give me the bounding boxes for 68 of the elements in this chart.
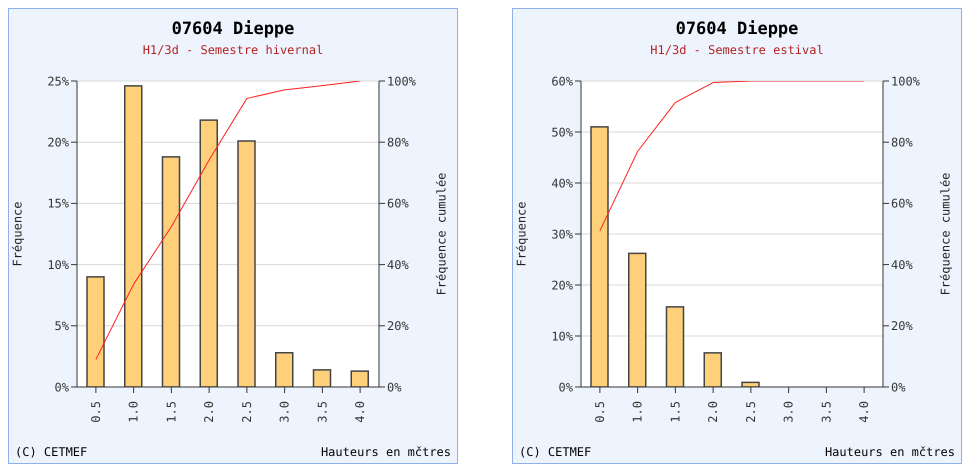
bar [275,352,294,387]
y-axis-title: Fréquence [514,201,528,267]
x-tick-label: 0.5 [88,401,103,423]
y-tick-label: 60% [551,74,574,88]
bar [200,119,218,387]
bar [666,306,684,387]
bar [312,369,332,387]
x-tick-label: 4.0 [353,401,368,423]
y-tick-label: 0% [54,380,70,394]
bar [590,126,609,387]
chart-subtitle: H1/3d - Semestre hivernal [142,43,324,57]
y2-tick-label: 0% [387,380,402,394]
y2-tick-label: 80% [891,135,914,150]
y-axis-title: Fréquence [10,201,24,267]
y2-axis-title: Fréquence cumulée [434,172,448,296]
x-tick-label: 2.0 [706,401,720,423]
y2-tick-label: 80% [387,135,410,150]
bar [350,370,369,387]
y-tick-label: 40% [551,176,574,190]
x-tick-label: 3.5 [819,401,834,423]
bar [124,85,142,387]
y-tick-label: 20% [47,135,70,150]
y2-tick-label: 100% [387,74,417,88]
y-tick-label: 15% [47,196,70,211]
bar [162,156,180,387]
x-axis-title: Hauteurs en mčtres [320,445,451,459]
y-tick-label: 10% [47,258,70,272]
y2-tick-label: 20% [891,319,914,334]
text: (C) CETMEF [519,445,592,459]
x-tick-label: 2.0 [202,401,216,423]
y2-tick-label: 20% [387,319,410,334]
y-tick-label: 10% [551,329,574,344]
x-tick-label: 4.0 [857,401,872,423]
y2-tick-label: 60% [387,196,410,211]
text: (C) CETMEF [15,445,88,459]
y-tick-label: 50% [551,125,574,140]
x-tick-label: 1.5 [668,401,682,423]
y-tick-label: 25% [47,74,70,88]
y2-tick-label: 60% [891,196,914,211]
bar [704,352,722,387]
bar [741,382,760,387]
bar [237,140,256,387]
bar [628,252,646,387]
x-tick-label: 3.0 [782,401,796,423]
chart-title: 07604 Dieppe [674,19,800,39]
y2-tick-label: 40% [387,258,410,272]
x-tick-label: 1.0 [126,401,141,423]
x-tick-label: 2.5 [744,401,758,423]
x-axis-title: Hauteurs en mčtres [824,445,955,459]
y-tick-label: 0% [558,380,574,394]
x-tick-label: 1.0 [630,401,645,423]
chart-subtitle: H1/3d - Semestre estival [649,43,825,57]
y2-tick-label: 0% [891,380,906,394]
y-tick-label: 30% [551,227,574,242]
x-tick-label: 1.5 [164,401,178,423]
y2-tick-label: 40% [891,258,914,272]
y2-tick-label: 100% [891,74,921,88]
y-tick-label: 5% [54,319,70,334]
x-tick-label: 3.0 [278,401,292,423]
x-tick-label: 0.5 [592,401,607,423]
x-tick-label: 3.5 [315,401,330,423]
x-tick-label: 2.5 [240,401,254,423]
line-series [95,81,361,360]
y2-axis-title: Fréquence cumulée [938,172,952,296]
line-series [599,81,865,232]
y-tick-label: 20% [551,278,574,292]
bar [86,276,105,387]
chart-title: 07604 Dieppe [170,19,296,39]
